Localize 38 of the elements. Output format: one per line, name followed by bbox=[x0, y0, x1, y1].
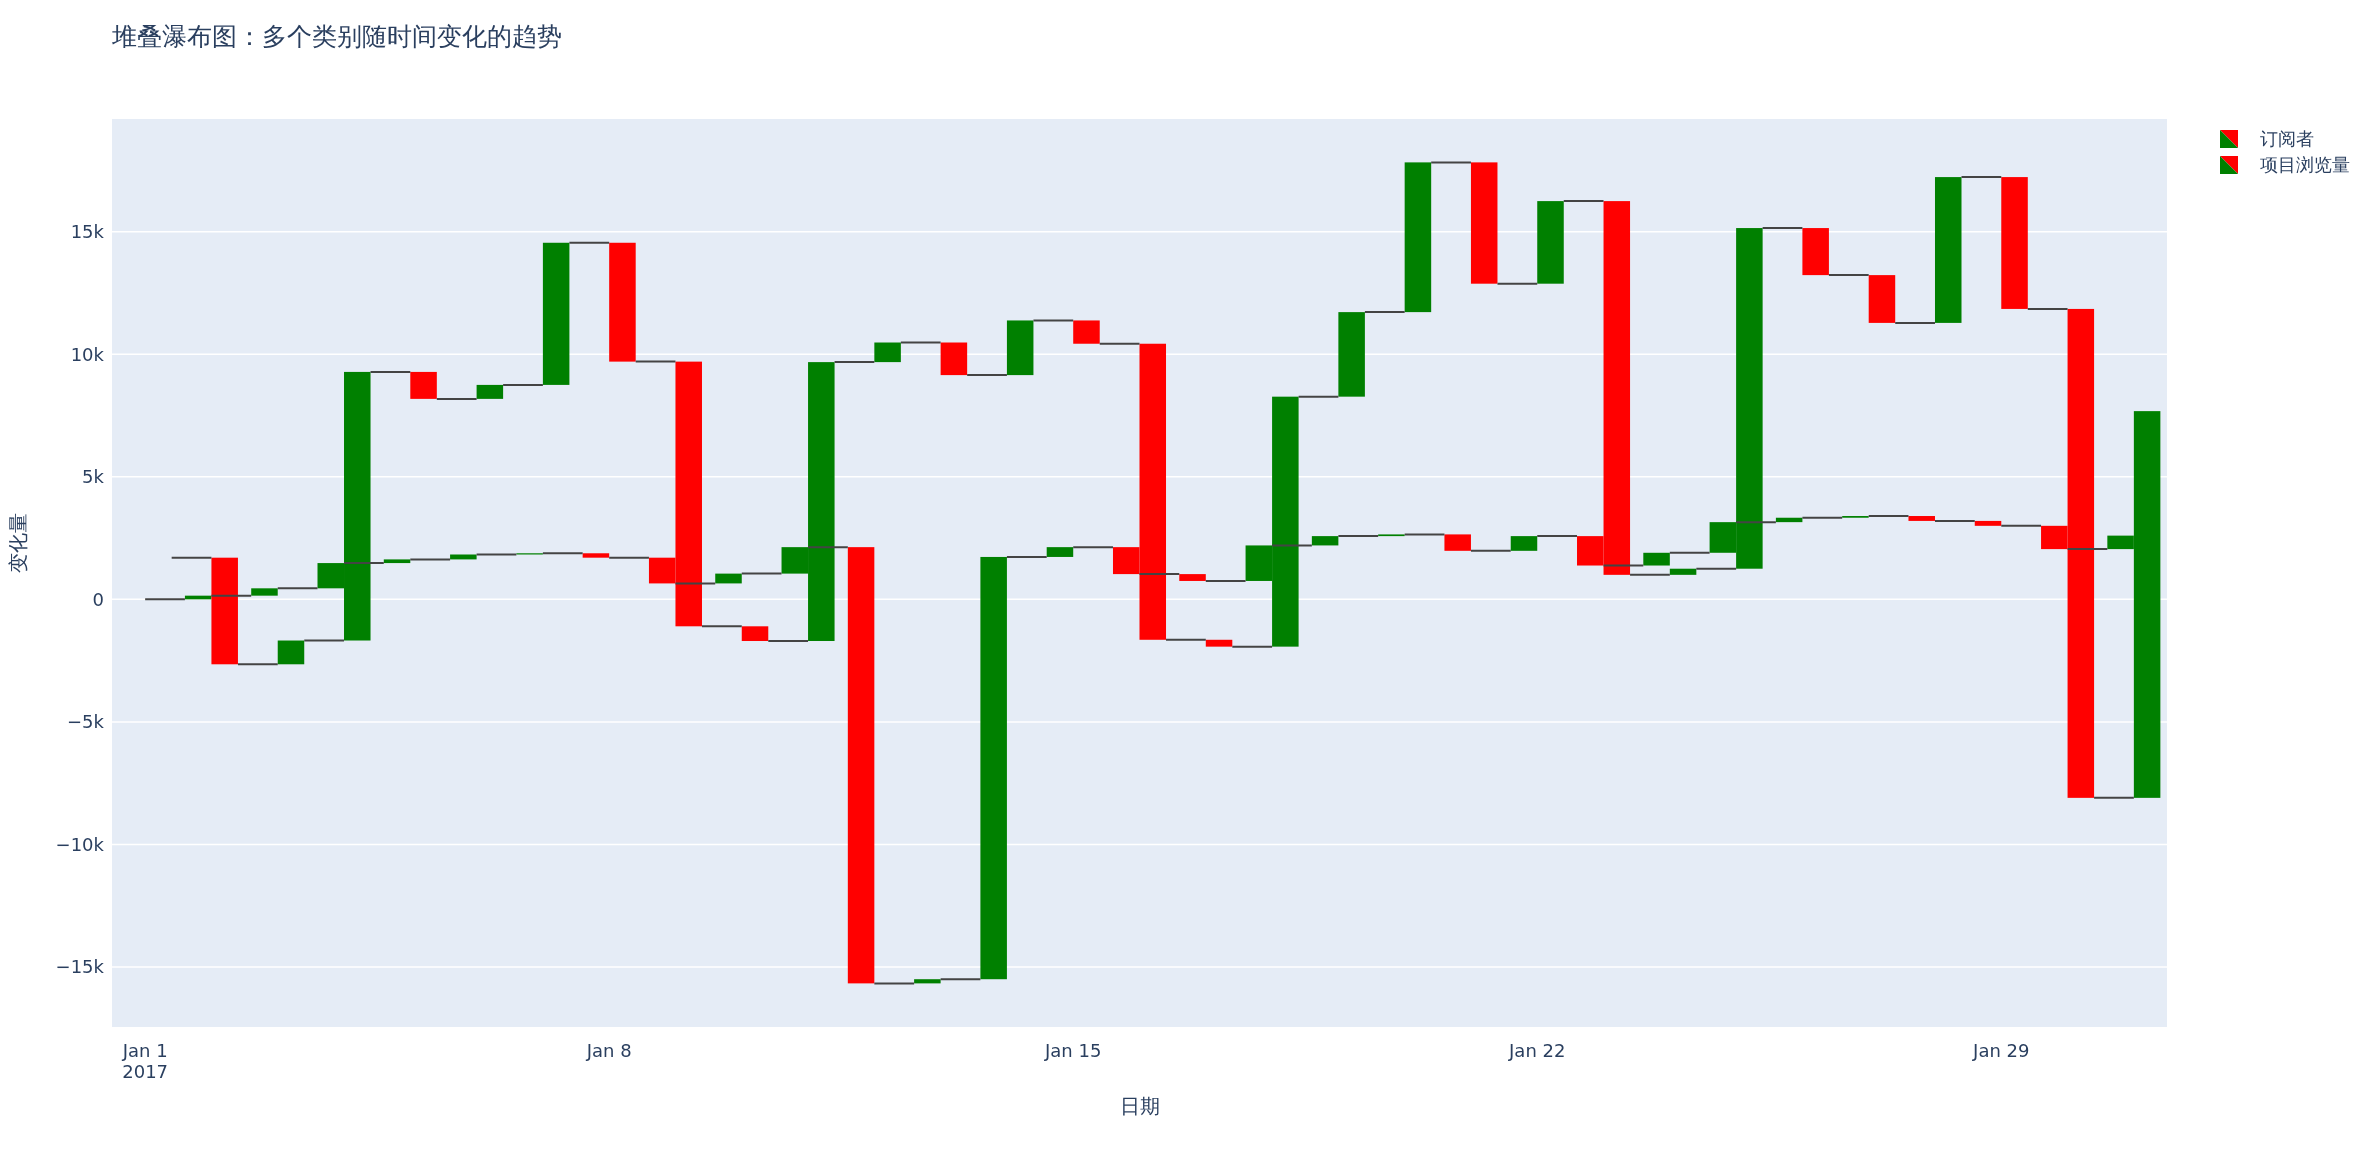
bar bbox=[980, 556, 1007, 980]
y-axis-title: 变化量 bbox=[6, 513, 31, 573]
x-tick-label: Jan 29 bbox=[1972, 1040, 2030, 1061]
bar bbox=[251, 588, 278, 596]
bar bbox=[1643, 552, 1670, 566]
bar bbox=[914, 979, 941, 984]
bar bbox=[609, 242, 636, 362]
bar bbox=[410, 371, 437, 399]
bar bbox=[741, 626, 769, 642]
bar bbox=[211, 557, 238, 665]
bar bbox=[940, 342, 968, 376]
x-tick-label: Jan 22 bbox=[1508, 1040, 1566, 1061]
y-tick-label: −15k bbox=[55, 956, 105, 978]
y-tick-label: 15k bbox=[70, 221, 105, 243]
chart-title: 堆叠瀑布图：多个类别随时间变化的趋势 bbox=[112, 21, 562, 53]
bar bbox=[1802, 228, 1829, 276]
bar bbox=[1046, 547, 1074, 557]
x-tick-label: Jan 8 bbox=[585, 1040, 632, 1061]
y-tick-label: 5k bbox=[82, 466, 105, 488]
x-axis-title: 日期 bbox=[1119, 1094, 1160, 1118]
bar bbox=[383, 559, 411, 564]
bar bbox=[450, 554, 477, 560]
x-tick-label: Jan 1 2017 bbox=[121, 1040, 169, 1082]
bar bbox=[1311, 536, 1339, 546]
bar bbox=[1868, 275, 1896, 323]
bar bbox=[2001, 177, 2028, 309]
bar bbox=[1510, 536, 1538, 551]
y-tick-label: −10k bbox=[55, 833, 105, 855]
bar bbox=[1470, 162, 1498, 284]
bar bbox=[1073, 320, 1100, 344]
y-tick-label: −5k bbox=[67, 711, 105, 733]
legend-label: 订阅者 bbox=[2260, 127, 2314, 151]
x-tick-label: Jan 15 bbox=[1044, 1040, 1102, 1061]
y-tick-label: 10k bbox=[70, 343, 105, 365]
bar bbox=[715, 573, 742, 584]
bar bbox=[1205, 639, 1233, 647]
legend-label: 项目浏览量 bbox=[2260, 153, 2350, 177]
y-tick-label: 0 bbox=[92, 588, 104, 610]
